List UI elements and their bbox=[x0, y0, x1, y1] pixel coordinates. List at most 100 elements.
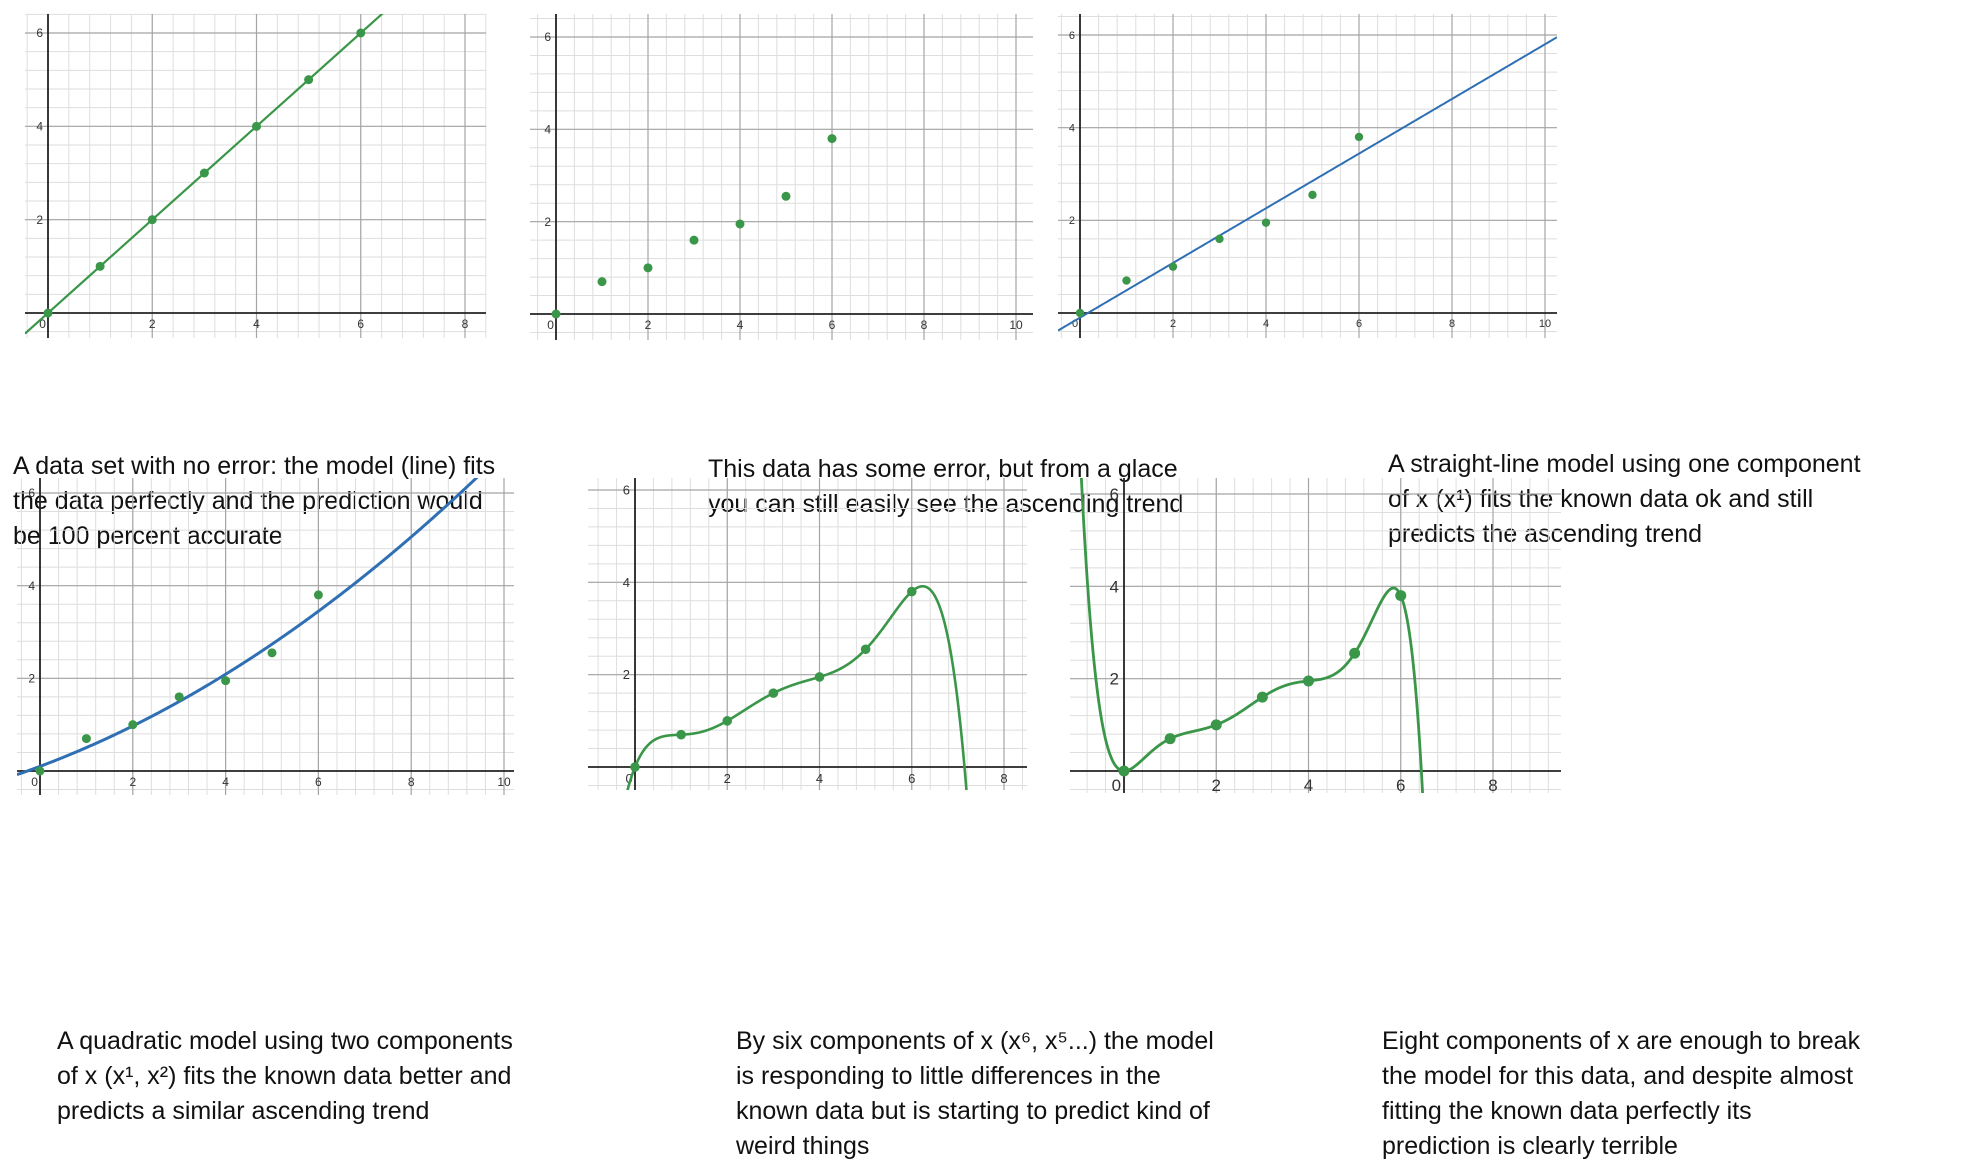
caption-line: the data perfectly and the prediction wo… bbox=[13, 487, 483, 515]
x-tick-label: 10 bbox=[1009, 318, 1023, 332]
data-point bbox=[827, 134, 837, 144]
data-points bbox=[551, 134, 837, 319]
model-curve bbox=[17, 478, 479, 777]
x-tick-label: 8 bbox=[921, 318, 928, 332]
y-tick-label: 2 bbox=[36, 213, 43, 227]
data-point bbox=[1354, 132, 1364, 142]
grid bbox=[530, 14, 1033, 340]
x-tick-label: 2 bbox=[724, 771, 731, 786]
data-point bbox=[128, 720, 138, 730]
caption-line: be 100 percent accurate bbox=[13, 522, 283, 550]
caption-panel-1: A data set with no error: the model (lin… bbox=[13, 449, 495, 554]
caption-line: predicts a similar ascending trend bbox=[57, 1097, 430, 1125]
caption-line: By six components of x (x⁶, x⁵...) the m… bbox=[736, 1027, 1214, 1055]
data-point bbox=[35, 766, 45, 776]
model-curve bbox=[1079, 478, 1424, 793]
x-tick-label: 6 bbox=[357, 317, 364, 331]
x-tick-label: 2 bbox=[1170, 318, 1176, 330]
caption-line: predicts the ascending trend bbox=[1388, 520, 1703, 548]
x-tick-label: 0 bbox=[1112, 776, 1121, 795]
data-point bbox=[1261, 218, 1271, 227]
data-point bbox=[630, 762, 640, 772]
data-point bbox=[43, 308, 53, 318]
data-point bbox=[81, 734, 91, 744]
y-tick-label: 4 bbox=[1110, 577, 1119, 596]
tick-labels: 0 2 4 6 8 2 4 6 bbox=[623, 483, 1008, 786]
caption-panel-3: A straight-line model using one componen… bbox=[1388, 447, 1861, 552]
caption-line: A straight-line model using one componen… bbox=[1388, 450, 1861, 478]
tick-labels: 0 2 4 6 8 10 2 4 6 bbox=[544, 30, 1023, 332]
grid bbox=[17, 478, 514, 795]
caption-panel-6: Eight components of x are enough to brea… bbox=[1382, 1024, 1860, 1164]
data-point bbox=[1395, 590, 1407, 602]
y-tick-label: 6 bbox=[1110, 485, 1119, 504]
data-points bbox=[35, 590, 323, 776]
x-tick-label: 6 bbox=[1356, 318, 1362, 330]
data-point bbox=[147, 215, 157, 225]
model-curve bbox=[1058, 36, 1557, 332]
caption-line: you can still easily see the ascending t… bbox=[708, 490, 1184, 518]
y-tick-label: 4 bbox=[36, 120, 43, 134]
data-point bbox=[689, 235, 699, 245]
data-point bbox=[860, 644, 871, 655]
x-tick-label: 4 bbox=[1263, 318, 1269, 330]
caption-line: is responding to little differences in t… bbox=[736, 1062, 1161, 1090]
y-tick-label: 6 bbox=[1069, 30, 1075, 42]
caption-line: A quadratic model using two components bbox=[57, 1027, 513, 1055]
x-tick-label: 8 bbox=[408, 775, 415, 789]
data-point bbox=[1118, 765, 1130, 777]
x-tick-label: 0 bbox=[547, 318, 554, 332]
y-tick-label: 4 bbox=[1069, 123, 1075, 135]
data-point bbox=[95, 261, 105, 271]
data-point bbox=[1164, 733, 1176, 745]
caption-line: This data has some error, but from a gla… bbox=[708, 455, 1178, 483]
x-tick-label: 8 bbox=[462, 317, 469, 331]
x-tick-label: 0 bbox=[1072, 318, 1078, 330]
x-tick-label: 2 bbox=[149, 317, 156, 331]
y-tick-label: 2 bbox=[544, 215, 551, 229]
caption-panel-5: By six components of x (x⁶, x⁵...) the m… bbox=[736, 1024, 1214, 1164]
data-point bbox=[174, 692, 184, 702]
data-point bbox=[1210, 719, 1222, 731]
grid bbox=[1070, 478, 1561, 793]
y-tick-label: 2 bbox=[623, 667, 630, 682]
data-point bbox=[1308, 190, 1317, 200]
data-points bbox=[43, 28, 366, 318]
chart-panel-2: 0 2 4 6 8 10 2 4 6 bbox=[530, 14, 1033, 340]
data-point bbox=[676, 729, 686, 740]
x-tick-label: 10 bbox=[1539, 318, 1551, 330]
data-point bbox=[906, 586, 917, 597]
caption-line: the model for this data, and despite alm… bbox=[1382, 1062, 1854, 1090]
x-tick-label: 4 bbox=[222, 775, 229, 789]
caption-line: fitting the known data perfectly its bbox=[1382, 1097, 1752, 1125]
data-point bbox=[768, 688, 779, 698]
tick-labels: 0 2 4 6 8 2 4 6 bbox=[36, 26, 468, 331]
data-point bbox=[735, 219, 745, 229]
tick-labels: 0 2 4 6 8 10 2 4 6 bbox=[28, 486, 511, 789]
x-tick-label: 8 bbox=[1488, 776, 1497, 795]
y-tick-label: 4 bbox=[544, 123, 551, 137]
y-tick-label: 6 bbox=[544, 30, 551, 44]
caption-line: A data set with no error: the model (lin… bbox=[13, 452, 496, 480]
data-point bbox=[551, 309, 561, 319]
data-point bbox=[304, 75, 314, 85]
x-tick-label: 6 bbox=[829, 318, 836, 332]
x-tick-label: 0 bbox=[31, 775, 38, 789]
x-tick-label: 0 bbox=[39, 317, 46, 331]
x-tick-label: 8 bbox=[1000, 771, 1007, 786]
data-points bbox=[630, 586, 917, 772]
chart-panel-1: 0 2 4 6 8 2 4 6 bbox=[25, 13, 487, 338]
y-tick-label: 2 bbox=[1110, 670, 1119, 689]
data-point bbox=[1215, 234, 1224, 244]
chart-panel-3: 0 2 4 6 8 10 2 4 6 bbox=[1058, 14, 1557, 338]
data-point bbox=[643, 263, 653, 273]
caption-line: known data but is starting to predict ki… bbox=[736, 1097, 1210, 1125]
x-tick-label: 6 bbox=[315, 775, 322, 789]
data-point bbox=[1122, 276, 1131, 285]
caption-panel-2: This data has some error, but from a gla… bbox=[708, 452, 1183, 522]
data-point bbox=[356, 28, 366, 38]
y-tick-label: 6 bbox=[623, 483, 630, 498]
